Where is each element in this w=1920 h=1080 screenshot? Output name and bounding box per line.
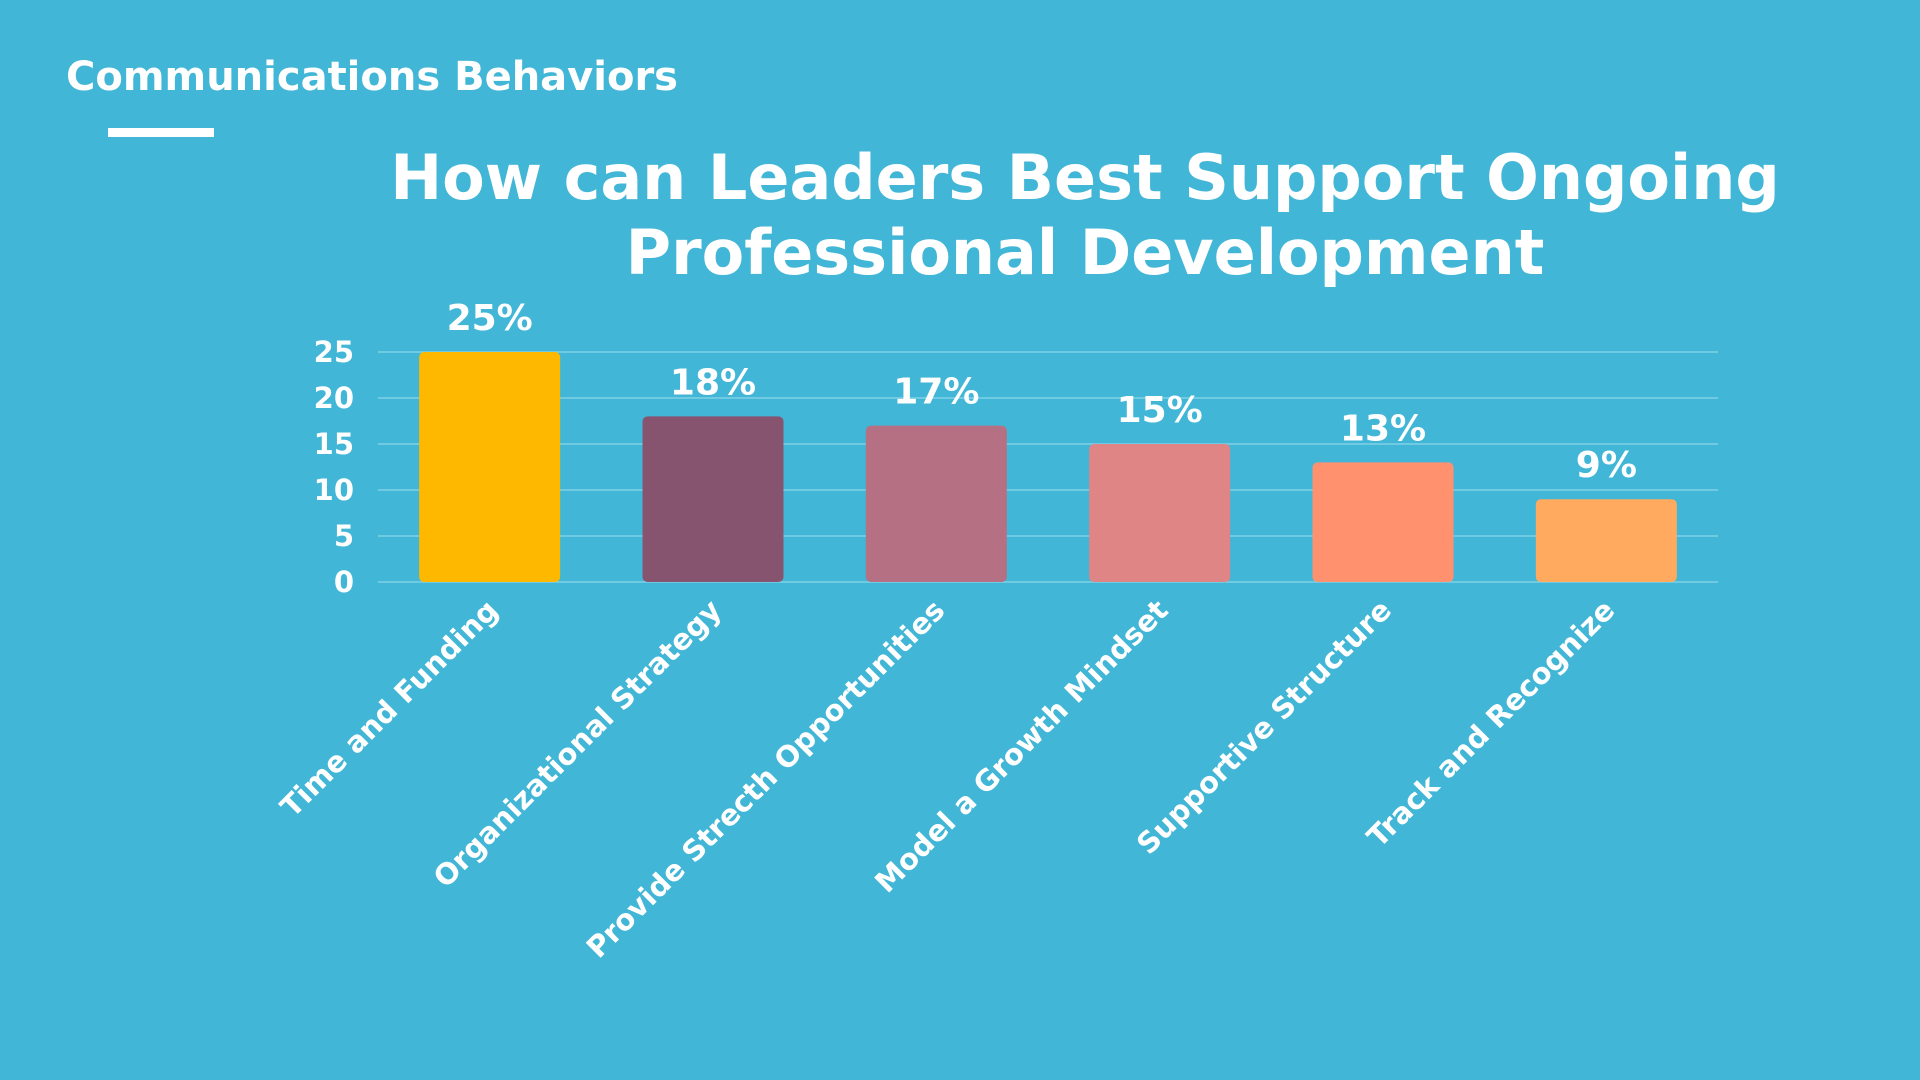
y-tick-label: 0 <box>334 565 354 599</box>
bars <box>419 352 1677 582</box>
bar <box>1089 444 1231 582</box>
bar <box>1535 499 1677 582</box>
y-tick-label: 15 <box>314 427 354 461</box>
data-label: 17% <box>893 372 979 413</box>
y-axis-ticks: 0 5 10 15 20 25 <box>314 335 354 599</box>
bar <box>419 352 561 582</box>
data-label: 9% <box>1576 445 1637 486</box>
data-label: 15% <box>1117 390 1203 431</box>
y-tick-label: 20 <box>314 381 354 415</box>
category-label: Provide Strecth Opportunities <box>580 593 952 965</box>
category-label: Time and Funding <box>274 593 505 824</box>
chart-title: How can Leaders Best Support Ongoing Pro… <box>300 140 1870 290</box>
y-tick-label: 25 <box>314 335 354 369</box>
y-tick-label: 10 <box>314 473 354 507</box>
y-tick-label: 5 <box>334 519 354 553</box>
category-label: Supportive Structure <box>1130 593 1398 861</box>
section-label: Communications Behaviors <box>66 54 678 100</box>
chart-title-line-2: Professional Development <box>625 216 1545 289</box>
data-label: 25% <box>447 298 533 339</box>
bar <box>642 416 784 582</box>
data-label: 13% <box>1340 408 1426 449</box>
chart-title-line-1: How can Leaders Best Support Ongoing <box>390 141 1780 214</box>
section-underline <box>108 128 214 137</box>
data-labels: 25% 18% 17% 15% 13% 9% <box>447 298 1637 486</box>
category-label: Track and Recognize <box>1360 593 1621 854</box>
bar <box>865 425 1007 582</box>
gridlines <box>378 351 1718 583</box>
data-label: 18% <box>670 362 756 403</box>
bar <box>1312 462 1454 582</box>
